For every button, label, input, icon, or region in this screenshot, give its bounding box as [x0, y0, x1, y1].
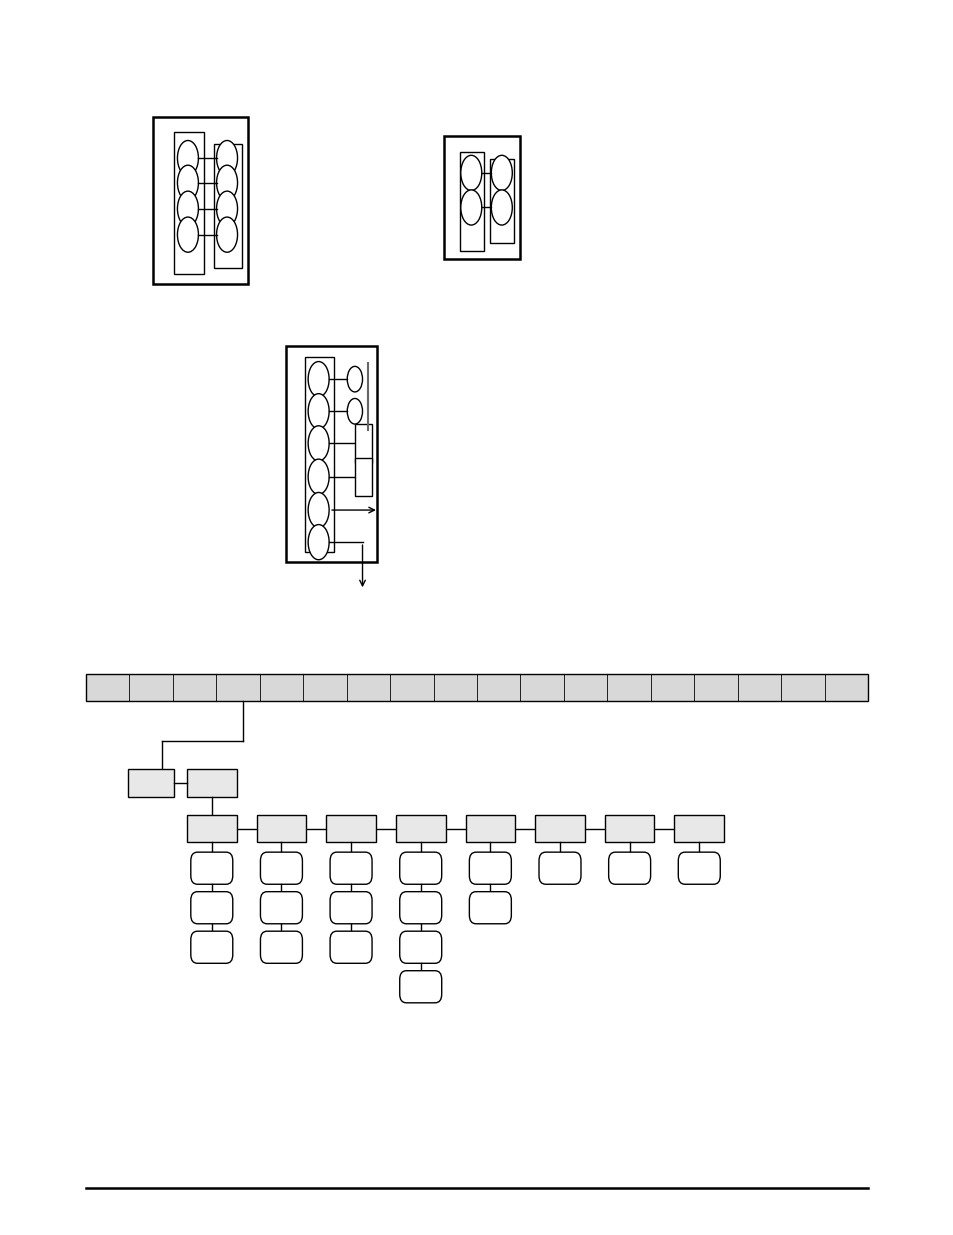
FancyBboxPatch shape: [399, 852, 441, 884]
FancyBboxPatch shape: [538, 852, 580, 884]
Ellipse shape: [308, 459, 329, 494]
Bar: [326, 815, 375, 842]
FancyBboxPatch shape: [469, 852, 511, 884]
FancyBboxPatch shape: [330, 931, 372, 963]
Bar: [355, 424, 372, 463]
Bar: [187, 769, 236, 797]
Ellipse shape: [347, 399, 362, 424]
Ellipse shape: [308, 525, 329, 559]
Ellipse shape: [308, 493, 329, 527]
Ellipse shape: [460, 156, 481, 190]
FancyBboxPatch shape: [399, 931, 441, 963]
Ellipse shape: [177, 165, 198, 200]
Bar: [465, 815, 515, 842]
Ellipse shape: [460, 190, 481, 225]
FancyBboxPatch shape: [191, 892, 233, 924]
FancyBboxPatch shape: [191, 852, 233, 884]
Ellipse shape: [491, 156, 512, 190]
FancyBboxPatch shape: [191, 931, 233, 963]
Bar: [490, 159, 514, 243]
FancyBboxPatch shape: [678, 852, 720, 884]
Bar: [286, 346, 376, 562]
FancyBboxPatch shape: [330, 892, 372, 924]
FancyBboxPatch shape: [469, 892, 511, 924]
Bar: [459, 152, 483, 251]
Ellipse shape: [177, 141, 198, 175]
Ellipse shape: [177, 217, 198, 252]
Bar: [86, 674, 867, 701]
FancyBboxPatch shape: [260, 892, 302, 924]
Bar: [173, 132, 204, 274]
FancyBboxPatch shape: [399, 892, 441, 924]
Bar: [674, 815, 723, 842]
Bar: [395, 815, 445, 842]
Bar: [128, 769, 173, 797]
Ellipse shape: [216, 217, 237, 252]
Ellipse shape: [308, 394, 329, 429]
Ellipse shape: [491, 190, 512, 225]
Bar: [213, 144, 242, 268]
Bar: [305, 357, 334, 552]
Ellipse shape: [308, 426, 329, 461]
Bar: [535, 815, 584, 842]
Ellipse shape: [308, 362, 329, 396]
Bar: [256, 815, 306, 842]
Bar: [443, 136, 519, 259]
Bar: [355, 457, 372, 496]
Ellipse shape: [177, 191, 198, 226]
Ellipse shape: [347, 367, 362, 391]
FancyBboxPatch shape: [260, 852, 302, 884]
Bar: [152, 117, 248, 284]
FancyBboxPatch shape: [330, 852, 372, 884]
Ellipse shape: [216, 141, 237, 175]
FancyBboxPatch shape: [608, 852, 650, 884]
Ellipse shape: [216, 165, 237, 200]
FancyBboxPatch shape: [399, 971, 441, 1003]
Bar: [187, 815, 236, 842]
FancyBboxPatch shape: [260, 931, 302, 963]
Ellipse shape: [216, 191, 237, 226]
Bar: [604, 815, 654, 842]
